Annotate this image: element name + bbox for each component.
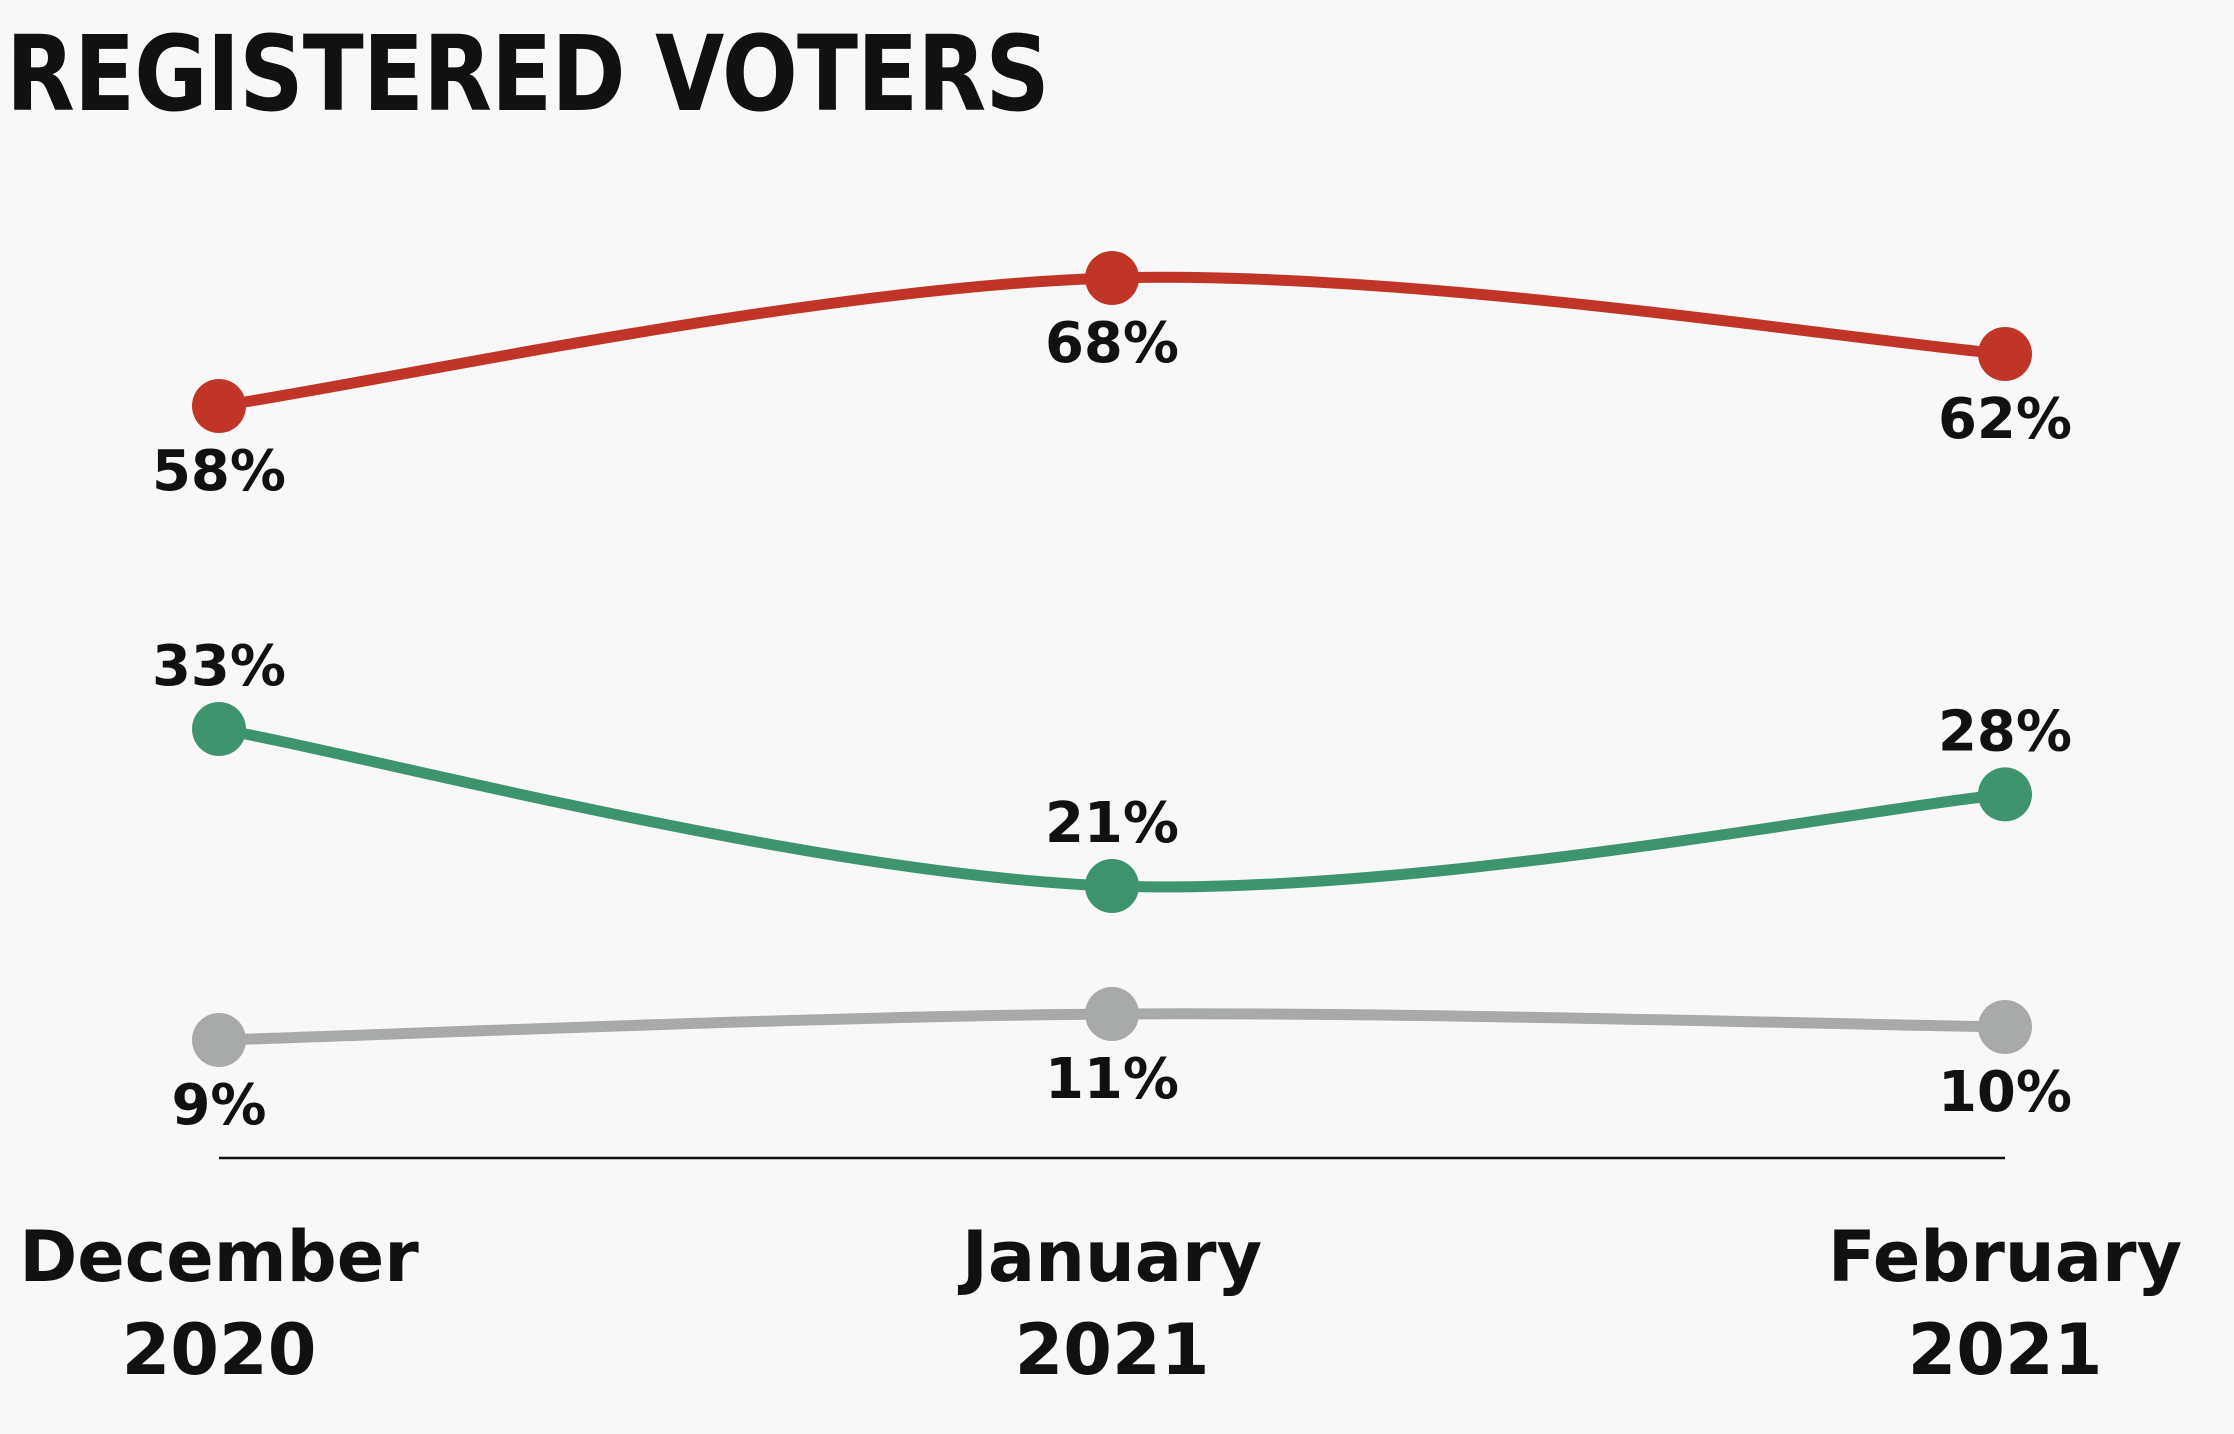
- x-tick-label-1-1: 2021: [1015, 1309, 1210, 1391]
- x-tick-label-1-0: January: [958, 1216, 1262, 1298]
- data-label-bottom-2: 10%: [1938, 1060, 2072, 1125]
- data-label-middle-0: 33%: [152, 634, 286, 699]
- x-tick-label-0-1: 2020: [122, 1309, 317, 1391]
- data-label-bottom-1: 11%: [1045, 1047, 1179, 1112]
- x-tick-label-0-0: December: [19, 1216, 419, 1298]
- data-label-top-1: 68%: [1045, 311, 1179, 376]
- data-label-bottom-0: 9%: [171, 1073, 266, 1138]
- data-label-middle-2: 28%: [1938, 699, 2072, 764]
- data-point-middle-1: [1085, 859, 1139, 913]
- data-point-top-2: [1978, 327, 2032, 381]
- series-layer: 58% 68% 62% 33% 21% 28% 9% 11% 10%: [152, 251, 2072, 1138]
- data-point-bottom-1: [1085, 987, 1139, 1041]
- data-point-middle-2: [1978, 767, 2032, 822]
- x-tick-label-2-0: February: [1828, 1216, 2182, 1298]
- data-point-bottom-0: [192, 1013, 246, 1067]
- data-label-middle-1: 21%: [1045, 791, 1179, 856]
- data-point-middle-0: [192, 702, 246, 756]
- data-point-bottom-2: [1978, 1000, 2032, 1054]
- x-axis-labels: December 2020 January 2021 February 2021: [19, 1216, 2182, 1391]
- data-label-top-2: 62%: [1938, 387, 2072, 452]
- data-point-top-0: [192, 379, 246, 433]
- data-label-top-0: 58%: [152, 439, 286, 504]
- chart-title: REGISTERED VOTERS: [6, 13, 1050, 135]
- x-tick-label-2-1: 2021: [1908, 1309, 2103, 1391]
- data-point-top-1: [1085, 251, 1139, 305]
